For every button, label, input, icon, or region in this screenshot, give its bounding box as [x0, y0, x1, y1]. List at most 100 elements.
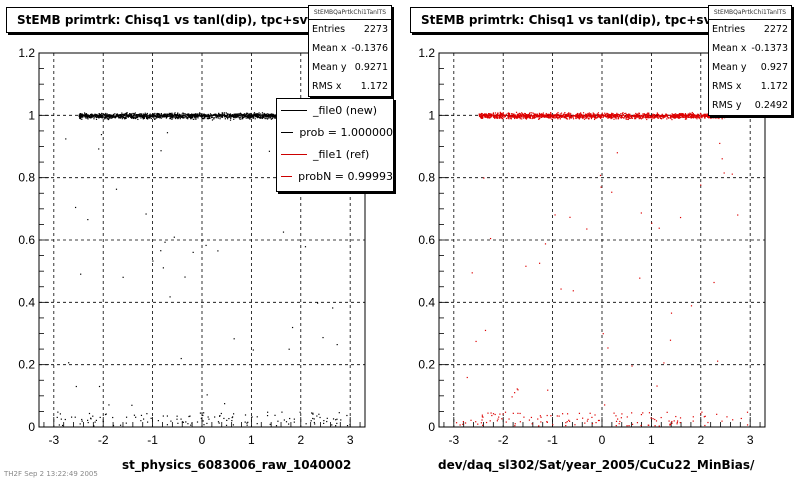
data-point	[130, 115, 132, 118]
data-point	[110, 116, 112, 118]
data-point	[487, 116, 490, 118]
data-point	[104, 116, 106, 118]
data-point	[685, 118, 688, 120]
data-point	[264, 114, 266, 116]
data-point	[117, 114, 119, 116]
data-point	[100, 134, 103, 136]
data-point	[690, 115, 692, 117]
data-point	[125, 422, 127, 424]
data-point	[553, 117, 555, 119]
y-tick-label: 0	[428, 420, 435, 434]
data-point	[683, 114, 685, 117]
legend-line-black-icon	[281, 131, 294, 133]
data-point	[140, 116, 142, 118]
data-point	[516, 114, 518, 116]
data-point	[520, 114, 523, 116]
data-point	[200, 115, 203, 117]
data-point	[180, 418, 182, 420]
data-point	[676, 421, 678, 424]
data-point	[525, 116, 527, 119]
data-point	[174, 117, 177, 119]
data-point	[658, 114, 660, 116]
data-point	[485, 421, 488, 424]
data-point	[616, 152, 618, 154]
data-point	[65, 138, 67, 140]
y-tick-label: 0.2	[418, 358, 435, 372]
data-point	[519, 118, 521, 120]
data-point	[123, 113, 125, 115]
data-point	[671, 115, 673, 118]
data-point	[492, 113, 495, 115]
data-point	[478, 113, 480, 115]
data-point	[513, 113, 515, 115]
data-point	[138, 114, 140, 116]
data-point	[676, 420, 679, 422]
data-point	[567, 113, 569, 115]
data-point	[528, 113, 530, 116]
data-point	[661, 115, 663, 117]
data-point	[582, 117, 584, 120]
data-point	[526, 114, 528, 116]
data-point	[237, 113, 239, 115]
data-point	[675, 415, 677, 418]
data-point	[249, 116, 251, 118]
data-point	[583, 118, 586, 120]
data-point	[322, 336, 324, 339]
data-point	[645, 113, 647, 115]
data-point	[169, 296, 171, 298]
data-point	[217, 250, 219, 252]
data-point	[83, 112, 86, 114]
data-point	[631, 365, 633, 367]
data-point	[502, 112, 504, 114]
data-point	[114, 115, 117, 118]
data-point	[580, 113, 582, 115]
data-point	[481, 424, 484, 426]
data-point	[695, 116, 698, 118]
data-point	[668, 420, 670, 422]
data-point	[497, 117, 499, 119]
data-point	[635, 112, 637, 115]
data-point	[199, 114, 201, 116]
data-point	[672, 116, 675, 118]
data-point	[225, 112, 227, 114]
data-point	[167, 114, 169, 116]
data-point	[141, 113, 143, 115]
data-point	[587, 112, 589, 115]
data-point	[238, 116, 240, 118]
data-point	[148, 117, 150, 119]
data-point	[218, 114, 220, 116]
data-point	[620, 417, 622, 419]
data-point	[89, 114, 91, 117]
data-point	[602, 116, 604, 119]
data-point	[511, 396, 513, 398]
data-point	[676, 114, 678, 116]
data-point	[723, 116, 725, 118]
data-point	[162, 114, 164, 116]
data-point	[622, 114, 624, 116]
data-point	[628, 115, 630, 117]
data-point	[566, 118, 568, 120]
data-point	[679, 421, 681, 424]
data-point	[97, 115, 99, 117]
data-point	[607, 347, 609, 349]
data-point	[261, 117, 263, 120]
data-point	[96, 116, 98, 118]
data-point	[614, 114, 616, 116]
data-point	[156, 117, 158, 119]
data-point	[525, 118, 528, 120]
data-point	[122, 115, 124, 117]
data-point	[271, 113, 273, 115]
data-point	[703, 416, 705, 418]
data-point	[177, 115, 180, 117]
data-point	[256, 416, 258, 418]
data-point	[593, 116, 596, 119]
data-point	[522, 114, 524, 116]
data-point	[86, 114, 88, 117]
data-point	[204, 117, 206, 119]
data-point	[516, 388, 518, 390]
data-point	[716, 413, 718, 415]
data-point	[152, 260, 154, 262]
data-point	[156, 116, 158, 118]
data-point	[154, 112, 156, 115]
data-point	[514, 117, 516, 120]
